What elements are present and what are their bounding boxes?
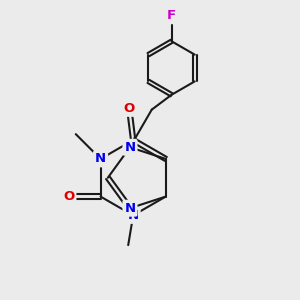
Text: O: O [63,190,74,203]
Text: N: N [124,202,136,215]
Text: N: N [128,209,139,222]
Text: N: N [124,141,136,154]
Text: F: F [167,9,176,22]
Text: O: O [124,102,135,115]
Text: N: N [95,152,106,165]
